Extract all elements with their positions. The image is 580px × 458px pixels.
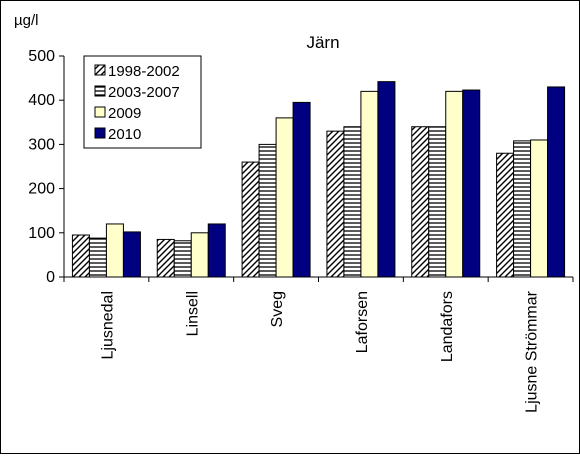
y-tick-label: 500 xyxy=(28,48,55,65)
bar xyxy=(428,126,447,278)
bar xyxy=(173,240,192,278)
x-category-label: Ljusne Strömmar xyxy=(524,290,541,412)
y-tick-label: 200 xyxy=(28,181,55,198)
bar xyxy=(122,231,141,278)
bar xyxy=(71,234,90,278)
legend-swatch xyxy=(94,85,106,97)
bar xyxy=(445,90,464,278)
x-category-label: Landafors xyxy=(439,291,456,362)
bar xyxy=(496,152,515,278)
bar xyxy=(377,81,396,278)
bar xyxy=(275,117,294,278)
chart-title: Järn xyxy=(306,33,339,52)
bar xyxy=(343,126,362,278)
bar xyxy=(88,237,107,278)
bar xyxy=(513,140,532,278)
bar xyxy=(547,86,566,278)
legend-swatch xyxy=(94,64,106,76)
x-category-label: Laforsen xyxy=(354,291,371,353)
bar xyxy=(156,238,175,278)
bar xyxy=(105,223,124,278)
plot-area: 0 100 200 300 400 500 Ljusnedal Linsell Sveg Lafo… xyxy=(28,48,574,413)
bar xyxy=(462,89,481,278)
legend-label: 1998-2002 xyxy=(108,63,180,80)
bar xyxy=(411,126,430,278)
bar xyxy=(241,161,260,278)
y-tick-label: 100 xyxy=(28,225,55,242)
legend: 1998-2002 2003-2007 2009 2010 xyxy=(83,55,202,149)
y-tick-label: 400 xyxy=(28,92,55,109)
y-tick-label: 0 xyxy=(46,269,55,286)
bar xyxy=(326,130,345,278)
y-tick-label: 300 xyxy=(28,136,55,153)
legend-label: 2003-2007 xyxy=(108,84,180,101)
x-category-label: Sveg xyxy=(269,291,286,327)
bar xyxy=(360,90,379,278)
bar xyxy=(530,139,549,278)
y-axis-unit-label: µg/l xyxy=(14,12,39,29)
legend-label: 2010 xyxy=(108,126,141,143)
bar xyxy=(258,143,277,278)
legend-swatch xyxy=(94,106,106,118)
bar xyxy=(190,232,209,278)
bar xyxy=(207,223,226,278)
legend-label: 2009 xyxy=(108,105,141,122)
x-category-label: Ljusnedal xyxy=(99,291,116,360)
bar xyxy=(292,101,311,278)
legend-swatch xyxy=(94,127,106,139)
x-category-label: Linsell xyxy=(184,291,201,336)
